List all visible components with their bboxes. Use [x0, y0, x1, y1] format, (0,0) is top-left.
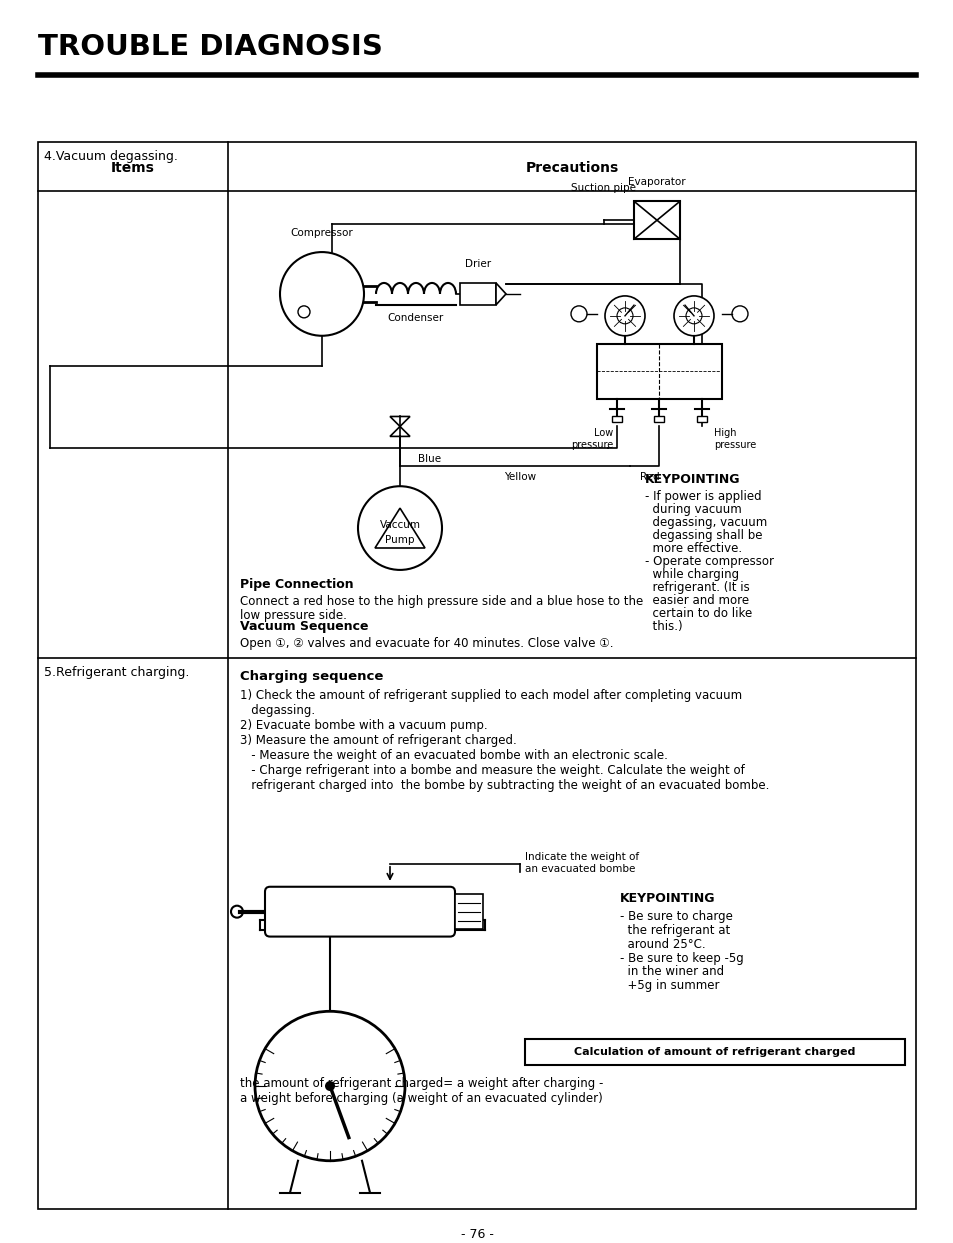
Text: Drier: Drier: [464, 259, 491, 268]
Text: Pipe Connection: Pipe Connection: [240, 578, 354, 590]
Text: certain to do like: certain to do like: [644, 607, 752, 620]
Bar: [612, 416, 621, 423]
Text: KEYPOINTING: KEYPOINTING: [619, 891, 715, 905]
Text: 4.Vacuum degassing.: 4.Vacuum degassing.: [44, 150, 177, 163]
Text: during vacuum: during vacuum: [644, 503, 741, 516]
Text: Precautions: Precautions: [525, 162, 618, 175]
Text: Connect a red hose to the high pressure side and a blue hose to the: Connect a red hose to the high pressure …: [240, 595, 642, 608]
Text: +5g in summer: +5g in summer: [619, 979, 719, 992]
Text: Yellow: Yellow: [503, 472, 536, 482]
Text: 2) Evacuate bombe with a vacuum pump.: 2) Evacuate bombe with a vacuum pump.: [240, 720, 487, 732]
Text: around 25°C.: around 25°C.: [619, 937, 705, 951]
Text: Suction pipe: Suction pipe: [571, 183, 636, 194]
Text: KEYPOINTING: KEYPOINTING: [644, 474, 740, 486]
Bar: [38, 143, 915, 1208]
Text: High
pressure: High pressure: [713, 429, 756, 450]
Text: Items: Items: [111, 162, 154, 175]
Text: in the winer and: in the winer and: [619, 966, 723, 978]
Text: - Operate compressor: - Operate compressor: [644, 554, 773, 568]
Text: more effective.: more effective.: [644, 542, 741, 556]
Text: TROUBLE DIAGNOSIS: TROUBLE DIAGNOSIS: [38, 32, 382, 61]
Text: Charging sequence: Charging sequence: [240, 670, 383, 682]
Text: degassing.: degassing.: [240, 705, 314, 717]
Text: - Charge refrigerant into a bombe and measure the weight. Calculate the weight o: - Charge refrigerant into a bombe and me…: [240, 764, 744, 777]
Text: - 76 -: - 76 -: [460, 1228, 493, 1241]
Text: while charging: while charging: [644, 568, 739, 580]
Text: 5.Refrigerant charging.: 5.Refrigerant charging.: [44, 665, 190, 679]
Text: R134a: R134a: [345, 905, 385, 919]
Text: Open ①, ② valves and evacuate for 40 minutes. Close valve ①.: Open ①, ② valves and evacuate for 40 min…: [240, 636, 613, 650]
Text: an evacuated bombe: an evacuated bombe: [524, 864, 635, 874]
Text: Calculation of amount of refrigerant charged: Calculation of amount of refrigerant cha…: [574, 1047, 855, 1057]
Bar: [654, 416, 663, 423]
Bar: [524, 1039, 904, 1065]
Text: the amount of refrigerant charged= a weight after charging -: the amount of refrigerant charged= a wei…: [240, 1078, 602, 1090]
Circle shape: [280, 252, 364, 336]
Circle shape: [604, 296, 644, 336]
Text: Condenser: Condenser: [388, 313, 444, 323]
Text: - Measure the weight of an evacuated bombe with an electronic scale.: - Measure the weight of an evacuated bom…: [240, 750, 667, 762]
Bar: [455, 894, 482, 929]
Polygon shape: [496, 283, 505, 305]
Text: Indicate the weight of: Indicate the weight of: [524, 851, 639, 861]
Text: degassing shall be: degassing shall be: [644, 530, 761, 542]
Circle shape: [325, 1081, 335, 1091]
Bar: [459, 283, 496, 305]
Text: - Be sure to charge: - Be sure to charge: [619, 910, 732, 922]
Text: a weight before charging (a weight of an evacuated cylinder): a weight before charging (a weight of an…: [240, 1093, 602, 1105]
Circle shape: [254, 1012, 405, 1161]
Text: Pump: Pump: [385, 534, 415, 544]
Text: Blue: Blue: [418, 455, 441, 465]
Text: 3) Measure the amount of refrigerant charged.: 3) Measure the amount of refrigerant cha…: [240, 735, 517, 747]
Bar: [597, 344, 721, 399]
FancyBboxPatch shape: [265, 886, 455, 936]
Text: Low
pressure: Low pressure: [570, 429, 613, 450]
Text: the refrigerant at: the refrigerant at: [619, 924, 729, 937]
Bar: [697, 416, 706, 423]
Bar: [634, 201, 679, 239]
Text: Vacuum Sequence: Vacuum Sequence: [240, 620, 368, 633]
Text: - If power is applied: - If power is applied: [644, 490, 760, 503]
Text: this.): this.): [644, 620, 682, 633]
Text: degassing, vacuum: degassing, vacuum: [644, 516, 766, 530]
Text: Red: Red: [639, 472, 659, 482]
Text: low pressure side.: low pressure side.: [240, 609, 347, 622]
Text: refrigerant. (It is: refrigerant. (It is: [644, 580, 749, 594]
Text: easier and more: easier and more: [644, 594, 748, 607]
Circle shape: [357, 486, 441, 569]
Text: - Be sure to keep -5g: - Be sure to keep -5g: [619, 952, 743, 965]
Text: Vaccum: Vaccum: [379, 520, 420, 530]
Text: Compressor: Compressor: [291, 229, 353, 239]
Circle shape: [673, 296, 713, 336]
Text: 1) Check the amount of refrigerant supplied to each model after completing vacuu: 1) Check the amount of refrigerant suppl…: [240, 690, 741, 702]
Text: refrigerant charged into  the bombe by subtracting the weight of an evacuated bo: refrigerant charged into the bombe by su…: [240, 779, 768, 792]
Text: Evaporator: Evaporator: [627, 178, 685, 188]
